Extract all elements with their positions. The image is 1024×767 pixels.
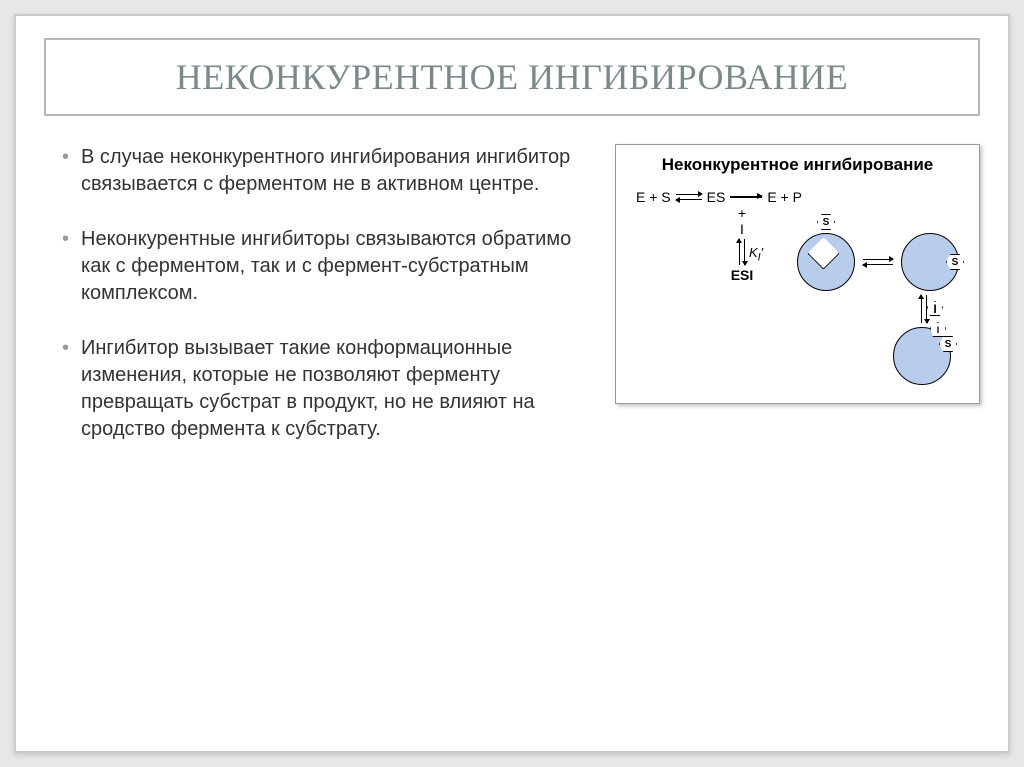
title-container: НЕКОНКУРЕНТНОЕ ИНГИБИРОВАНИЕ [44, 38, 980, 116]
eq-lhs: E + S [636, 189, 671, 205]
esi-label: ESI [731, 267, 754, 283]
bullet-text: Неконкурентные ингибиторы связываются об… [81, 226, 587, 307]
inhibitor-bound-icon: I [930, 322, 946, 337]
vertical-reversible-arrow-icon: I [919, 295, 929, 323]
diagram-title: Неконкурентное ингибирование [624, 155, 971, 175]
eq-mid: ES [707, 189, 726, 205]
bullet-text: В случае неконкурентного ингибирования и… [81, 144, 587, 198]
eq-rhs: E + P [767, 189, 802, 205]
k-constant-label: KI′ [749, 245, 763, 264]
substrate-bound-icon: S [939, 336, 957, 352]
inhibitor-icon: I [927, 301, 943, 316]
reversible-arrow-icon [863, 257, 893, 267]
plus-sign: + [738, 205, 746, 221]
substrate-bound-icon: S [946, 254, 964, 270]
bullet-item: • Ингибитор вызывает такие конформационн… [62, 335, 587, 443]
enzyme-esi-complex-icon: I S [893, 327, 951, 385]
bullet-dot: • [62, 226, 69, 307]
slide-title: НЕКОНКУРЕНТНОЕ ИНГИБИРОВАНИЕ [66, 56, 958, 98]
enzyme-open-icon: S [797, 233, 855, 291]
text-column: • В случае неконкурентного ингибирования… [44, 144, 587, 471]
content-row: • В случае неконкурентного ингибирования… [44, 144, 980, 471]
slide: НЕКОНКУРЕНТНОЕ ИНГИБИРОВАНИЕ • В случае … [14, 14, 1010, 753]
bullet-text: Ингибитор вызывает такие конформационные… [81, 335, 587, 443]
vertical-scheme: + I KI′ ESI [731, 205, 754, 283]
diagram-box: Неконкурентное ингибирование E + S ES E … [615, 144, 980, 404]
scheme-left: E + S ES E + P + I KI [636, 189, 802, 283]
diagram-column: Неконкурентное ингибирование E + S ES E … [615, 144, 980, 471]
reversible-arrow-icon [676, 192, 702, 202]
vertical-reversible-arrow-icon: KI′ [737, 239, 747, 265]
bullet-item: • Неконкурентные ингибиторы связываются … [62, 226, 587, 307]
bullet-item: • В случае неконкурентного ингибирования… [62, 144, 587, 198]
equation-line: E + S ES E + P [636, 189, 802, 205]
forward-arrow-icon [730, 196, 762, 197]
bullet-dot: • [62, 144, 69, 198]
inhibitor-label: I [740, 221, 744, 237]
enzyme-row-2: I I S [624, 295, 971, 385]
enzyme-s-complex-icon: S [901, 233, 959, 291]
bullet-dot: • [62, 335, 69, 443]
